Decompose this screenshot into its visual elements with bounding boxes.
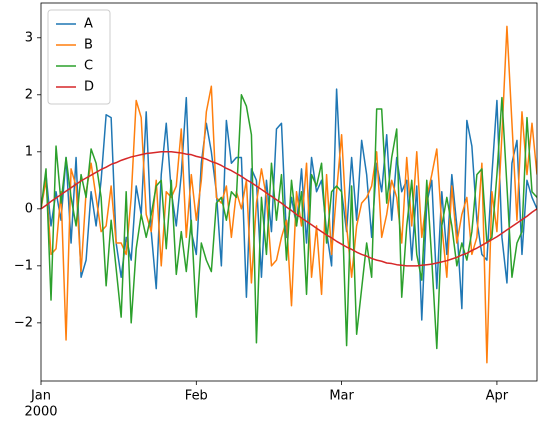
x-tick-label: Jan [30,389,51,404]
x-tick-label: Mar [329,389,354,404]
y-tick-label: −2 [14,315,33,330]
plot-frame [40,2,538,382]
x-offset-label: 2000 [24,405,57,420]
legend-label: D [84,80,94,95]
legend-box [47,9,111,105]
y-tick-label: 2 [25,87,33,102]
y-tick-label: −1 [14,258,33,273]
line-series [41,25,537,364]
line-series [41,94,537,350]
legend-label: A [84,17,93,32]
x-tick-label: Feb [185,389,208,404]
legend-label: C [84,59,93,74]
y-tick-label: 1 [25,144,33,159]
line-series [41,151,537,267]
y-tick-label: 0 [25,201,33,216]
y-tick-label: 3 [25,30,33,45]
legend-label: B [84,38,93,53]
line-series [41,88,537,321]
x-tick-label: Apr [486,389,509,404]
